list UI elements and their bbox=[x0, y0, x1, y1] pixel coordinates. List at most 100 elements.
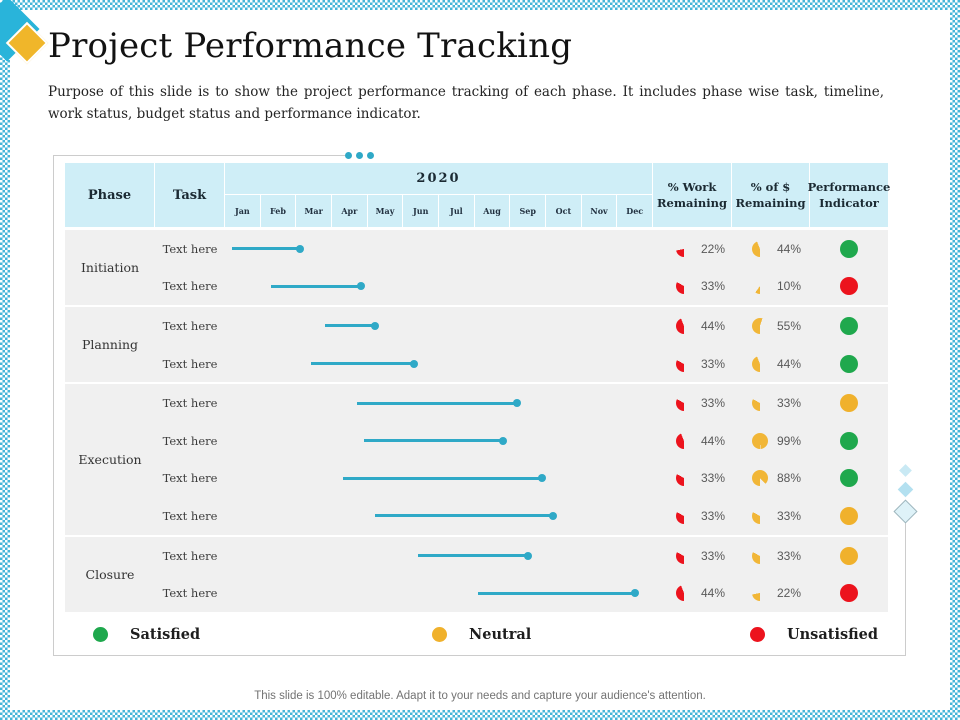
timeline-cell bbox=[225, 574, 653, 612]
bar-end-dot-icon bbox=[295, 244, 304, 253]
work-remaining-cell: 44% bbox=[653, 317, 732, 334]
phase-group-execution: Execution Text here 33% 33% Text here 44% 99% T… bbox=[65, 382, 888, 535]
dollar-remaining-pie-icon bbox=[752, 240, 768, 257]
table-row: Text here 44% 99% bbox=[155, 422, 888, 460]
month-header-row: Jan Feb Mar Apr May Jun Jul Aug Sep Oct Nov Dec bbox=[225, 195, 652, 227]
legend-dot-unsatisfied-icon bbox=[750, 626, 765, 642]
phase-label: Planning bbox=[81, 337, 138, 353]
dollar-remaining-cell: 44% bbox=[732, 355, 810, 372]
work-remaining-value: 44% bbox=[701, 433, 726, 448]
work-remaining-cell: 33% bbox=[653, 278, 732, 295]
gantt-bar bbox=[271, 282, 365, 291]
performance-indicator-satisfied-icon bbox=[840, 469, 858, 488]
performance-indicator-satisfied-icon bbox=[840, 431, 858, 450]
task-label: Text here bbox=[162, 433, 218, 448]
footer-note: This slide is 100% editable. Adapt it to… bbox=[254, 690, 706, 702]
performance-indicator-satisfied-icon bbox=[840, 316, 858, 335]
bar-end-dot-icon bbox=[370, 321, 379, 330]
work-remaining-value: 33% bbox=[701, 279, 726, 294]
month-header-may: May bbox=[368, 195, 404, 227]
tracking-table: Phase Task 2020 Jan Feb Mar Apr May Jun Jul Aug… bbox=[65, 163, 890, 612]
work-remaining-pie-icon bbox=[676, 355, 692, 372]
work-remaining-value: 44% bbox=[701, 586, 726, 601]
table-row: Text here 33% 33% bbox=[155, 384, 888, 422]
dollar-remaining-pie-icon bbox=[752, 278, 768, 295]
performance-indicator-cell bbox=[810, 546, 888, 565]
legend-label: Unsatisfied bbox=[787, 625, 879, 643]
slide-subtitle: Purpose of this slide is to show the pro… bbox=[48, 84, 884, 122]
table-row: Text here 33% 44% bbox=[155, 345, 888, 383]
work-remaining-value: 33% bbox=[701, 396, 726, 411]
dollar-remaining-pie-icon bbox=[752, 432, 768, 449]
dollar-remaining-value: 33% bbox=[777, 508, 802, 523]
task-label: Text here bbox=[162, 356, 218, 371]
phase-label: Initiation bbox=[80, 260, 140, 276]
work-remaining-pie-icon bbox=[676, 432, 692, 449]
work-remaining-value: 33% bbox=[701, 508, 726, 523]
timeline-cell bbox=[225, 230, 653, 268]
bar-end-dot-icon bbox=[513, 399, 522, 408]
performance-indicator-satisfied-icon bbox=[840, 354, 858, 373]
frame-right-line bbox=[905, 520, 906, 655]
dollar-remaining-value: 88% bbox=[777, 471, 802, 486]
timeline-cell bbox=[225, 422, 653, 460]
dollar-remaining-value: 55% bbox=[777, 318, 802, 333]
gantt-bar bbox=[342, 474, 547, 483]
gantt-bar bbox=[364, 436, 508, 445]
dollar-remaining-cell: 33% bbox=[732, 547, 810, 564]
dollar-remaining-value: 33% bbox=[777, 396, 802, 411]
month-header-jan: Jan bbox=[225, 195, 261, 227]
dollar-remaining-cell: 88% bbox=[732, 470, 810, 487]
phase-label: Execution bbox=[78, 452, 142, 468]
task-label: Text here bbox=[162, 586, 218, 601]
timeline-cell bbox=[225, 537, 653, 575]
bar-end-dot-icon bbox=[538, 474, 547, 483]
dollar-remaining-value: 33% bbox=[777, 548, 802, 563]
month-header-feb: Feb bbox=[261, 195, 297, 227]
work-remaining-value: 33% bbox=[701, 548, 726, 563]
gantt-bar bbox=[478, 589, 640, 598]
table-row: Text here 33% 33% bbox=[155, 537, 888, 575]
legend-item-satisfied: Satisfied bbox=[93, 619, 200, 649]
bar-end-dot-icon bbox=[499, 436, 508, 445]
performance-indicator-neutral-icon bbox=[840, 394, 858, 413]
phase-label: Closure bbox=[85, 566, 135, 582]
performance-indicator-cell bbox=[810, 469, 888, 488]
table-row: Text here 44% 22% bbox=[155, 574, 888, 612]
month-header-jun: Jun bbox=[403, 195, 440, 227]
frame-top-line bbox=[53, 155, 345, 156]
month-header-sep: Sep bbox=[510, 195, 547, 227]
performance-indicator-neutral-icon bbox=[840, 506, 858, 525]
ellipsis-dot-icon bbox=[345, 152, 352, 159]
table-header-row: Phase Task 2020 Jan Feb Mar Apr May Jun Jul Aug… bbox=[65, 163, 890, 227]
legend: Satisfied Neutral Unsatisfied bbox=[65, 619, 888, 649]
page-title: Project Performance Tracking bbox=[48, 26, 573, 66]
bar-end-dot-icon bbox=[631, 589, 640, 598]
timeline-cell bbox=[225, 268, 653, 306]
work-remaining-value: 33% bbox=[701, 471, 726, 486]
gantt-bar bbox=[310, 359, 419, 368]
work-remaining-cell: 44% bbox=[653, 585, 732, 602]
task-label: Text here bbox=[162, 279, 218, 294]
work-remaining-value: 22% bbox=[701, 241, 726, 256]
work-remaining-cell: 22% bbox=[653, 240, 732, 257]
timeline-cell bbox=[225, 384, 653, 422]
column-header-work-remaining: % Work Remaining bbox=[653, 163, 732, 227]
work-remaining-cell: 44% bbox=[653, 432, 732, 449]
work-remaining-cell: 33% bbox=[653, 507, 732, 524]
table-row: Text here 33% 88% bbox=[155, 460, 888, 498]
gantt-bar bbox=[374, 511, 558, 520]
timeline-cell bbox=[225, 460, 653, 498]
dollar-remaining-value: 99% bbox=[777, 433, 802, 448]
phase-group-planning: Planning Text here 44% 55% Text here 33% 44% bbox=[65, 305, 888, 383]
timeline-cell bbox=[225, 307, 653, 345]
work-remaining-cell: 33% bbox=[653, 355, 732, 372]
task-label: Text here bbox=[162, 396, 218, 411]
month-header-dec: Dec bbox=[626, 206, 644, 216]
task-label: Text here bbox=[162, 508, 218, 523]
dollar-remaining-value: 22% bbox=[777, 586, 802, 601]
legend-item-unsatisfied: Unsatisfied bbox=[750, 619, 878, 649]
performance-indicator-neutral-icon bbox=[840, 546, 858, 565]
table-row: Text here 44% 55% bbox=[155, 307, 888, 345]
work-remaining-pie-icon bbox=[676, 547, 692, 564]
